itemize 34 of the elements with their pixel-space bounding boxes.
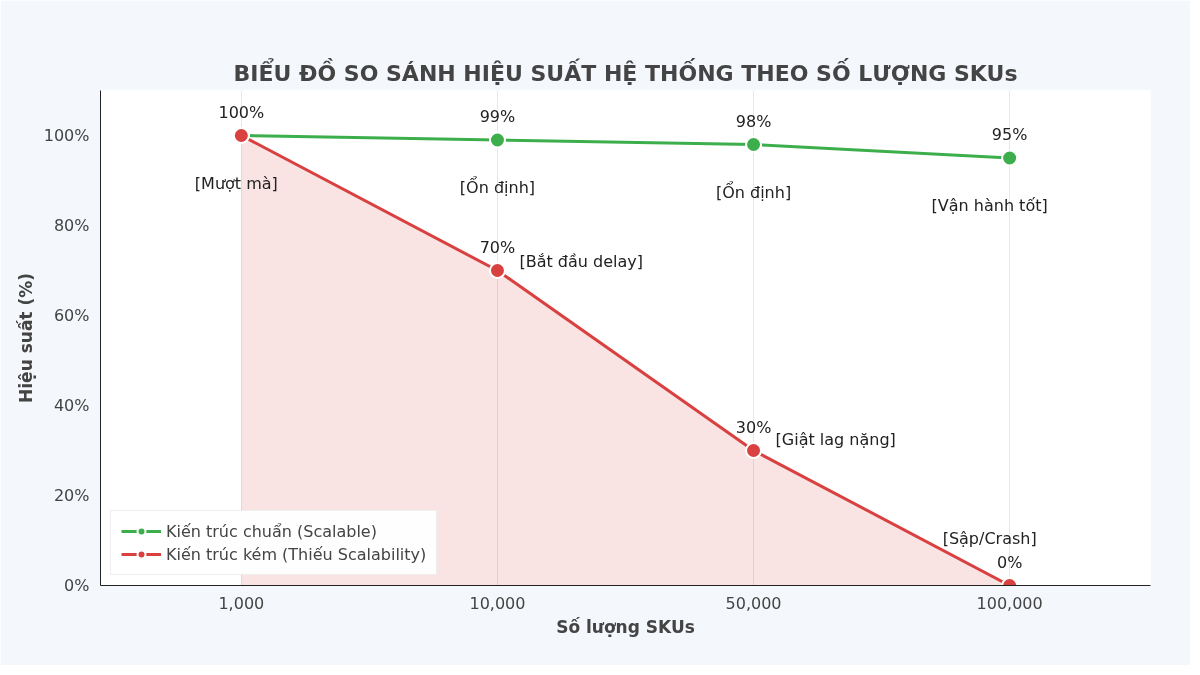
data-label: 100% <box>218 102 265 122</box>
data-label: 0% <box>996 552 1023 572</box>
point <box>745 442 763 459</box>
x-tick-label: 50,000 <box>725 593 782 613</box>
y-tick-label: 0% <box>64 576 90 595</box>
point <box>745 136 763 153</box>
x-tick-label: 1,000 <box>218 593 265 613</box>
x-tick-label: 10,000 <box>469 593 526 613</box>
chart-title: BIỂU ĐỒ SO SÁNH HIỆU SUẤT HỆ THỐNG THEO SỐ LƯỢNG SKUs <box>233 57 1018 86</box>
data-label: 30% <box>735 417 772 437</box>
annotation: [Ổn định] <box>715 180 792 202</box>
legend-label: Kiến trúc kém (Thiếu Scalability) <box>166 544 427 564</box>
annotation: [Mượt mà] <box>194 173 278 193</box>
data-label: 99% <box>479 107 516 126</box>
x-axis-title: Số lượng SKUs <box>556 616 695 637</box>
data-label: 95% <box>991 125 1028 144</box>
annotation: [Ổn định] <box>459 176 536 197</box>
annotation: [Sập/Crash] <box>942 528 1037 548</box>
data-label: 70% <box>479 237 516 257</box>
y-tick-label: 20% <box>53 486 90 505</box>
point <box>1001 149 1019 167</box>
y-tick-label: 40% <box>53 396 90 415</box>
y-tick-label: 60% <box>53 306 90 325</box>
point <box>488 131 506 149</box>
legend-label: Kiến trúc chuẩn (Scalable) <box>166 521 377 541</box>
y-tick-label: 100% <box>43 126 90 145</box>
point <box>488 262 506 279</box>
annotation: [Bắt đầu delay] <box>519 251 643 271</box>
y-tick-label: 80% <box>53 216 90 235</box>
annotation: [Vận hành tốt] <box>931 196 1048 215</box>
y-axis-title: Hiệu suất (%) <box>15 273 36 403</box>
x-tick-label: 100,000 <box>976 593 1043 613</box>
annotation: [Giật lag nặng] <box>775 429 896 449</box>
data-label: 98% <box>735 111 772 131</box>
